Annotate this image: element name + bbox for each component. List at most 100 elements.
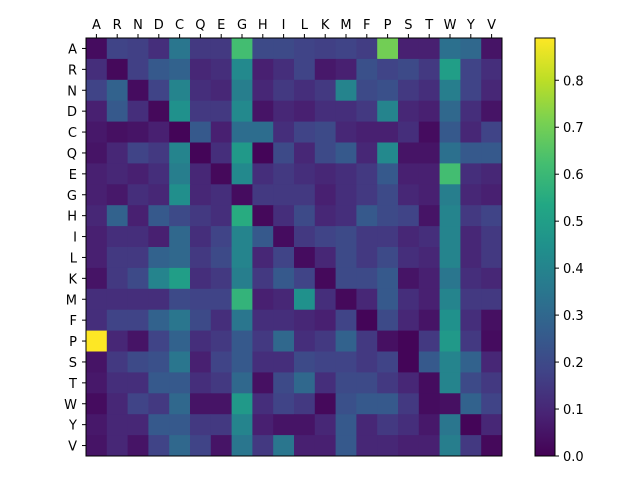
heatmap-cell-V-L <box>294 435 316 457</box>
heatmap-cell-F-P <box>377 309 399 332</box>
heatmap-cell-Y-V <box>481 414 503 436</box>
heatmap-cell-A-H <box>252 38 274 60</box>
colorbar-tick-label: 0.2 <box>563 356 584 371</box>
y-tick-label-K: K <box>68 272 77 287</box>
heatmap-cell-C-K <box>314 121 337 143</box>
heatmap-cell-I-D <box>148 226 170 248</box>
heatmap-cell-E-S <box>398 163 420 185</box>
heatmap-cell-D-F <box>356 100 378 123</box>
heatmap-cell-I-C <box>169 226 191 248</box>
heatmap-cell-Q-G <box>231 142 253 164</box>
heatmap-cell-H-Q <box>190 205 212 227</box>
heatmap-cell-D-Y <box>460 100 482 123</box>
heatmap-cell-V-I <box>273 435 295 457</box>
heatmap-cell-D-E <box>210 100 233 123</box>
heatmap-cell-V-T <box>418 435 441 457</box>
heatmap-cell-P-W <box>439 330 461 352</box>
heatmap-cell-K-T <box>418 267 441 290</box>
x-tick-label-N: N <box>133 18 143 33</box>
y-tick-label-V: V <box>68 440 77 455</box>
heatmap-cell-D-Q <box>190 100 212 123</box>
colorbar-tick-label: 0.8 <box>563 74 584 89</box>
heatmap-cell-D-H <box>252 100 274 123</box>
heatmap-cell-F-Y <box>460 309 482 332</box>
heatmap-cell-G-P <box>377 184 399 206</box>
heatmap-cell-E-P <box>377 163 399 185</box>
heatmap-cell-P-A <box>86 330 108 352</box>
heatmap-cell-M-F <box>356 288 378 311</box>
heatmap-cell-G-L <box>294 184 316 206</box>
heatmap-cell-K-A <box>86 267 108 290</box>
y-tick-label-C: C <box>68 126 77 141</box>
heatmap-cell-W-V <box>481 393 503 415</box>
y-tick-label-Y: Y <box>68 419 77 434</box>
heatmap-cell-R-A <box>86 58 108 81</box>
heatmap-cell-F-E <box>210 309 233 332</box>
heatmap-cell-H-C <box>169 205 191 227</box>
heatmap-cell-P-M <box>335 330 357 352</box>
y-tick-label-M: M <box>66 293 77 308</box>
heatmap-cell-T-V <box>481 372 503 394</box>
heatmap-cell-F-N <box>127 309 149 332</box>
heatmap-cell-I-L <box>294 226 316 248</box>
heatmap-cell-D-R <box>106 100 129 123</box>
heatmap-cell-R-R <box>106 58 129 81</box>
heatmap-cell-K-G <box>231 267 253 290</box>
heatmap-cell-P-N <box>127 330 149 352</box>
heatmap-cell-S-P <box>377 351 399 373</box>
heatmap-cell-N-F <box>356 79 378 102</box>
colorbar-tick-label: 0.1 <box>563 403 584 418</box>
heatmap-cell-Y-T <box>418 414 441 436</box>
heatmap-cell-I-Q <box>190 226 212 248</box>
heatmap-cell-Q-R <box>106 142 129 164</box>
x-tick-label-D: D <box>154 18 164 33</box>
heatmap-cell-R-F <box>356 58 378 81</box>
y-tick-label-P: P <box>69 335 77 350</box>
heatmap-cell-E-Y <box>460 163 482 185</box>
y-tick-label-H: H <box>67 210 77 225</box>
heatmap-cell-R-C <box>169 58 191 81</box>
heatmap-cell-E-Q <box>190 163 212 185</box>
heatmap-cell-K-F <box>356 267 378 290</box>
heatmap-cell-R-L <box>294 58 316 81</box>
y-tick-label-G: G <box>67 189 77 204</box>
heatmap-cell-L-R <box>106 247 129 269</box>
heatmap-cell-I-V <box>481 226 503 248</box>
heatmap-cell-P-I <box>273 330 295 352</box>
heatmap-cell-D-W <box>439 100 461 123</box>
heatmap-cell-Q-A <box>86 142 108 164</box>
heatmap-cell-L-Y <box>460 247 482 269</box>
heatmap-cell-T-I <box>273 372 295 394</box>
heatmap-cell-M-N <box>127 288 149 311</box>
heatmap-cell-T-S <box>398 372 420 394</box>
heatmap-cell-R-Q <box>190 58 212 81</box>
heatmap-cell-I-P <box>377 226 399 248</box>
heatmap-cell-H-E <box>210 205 233 227</box>
heatmap-cell-I-W <box>439 226 461 248</box>
x-tick-label-E: E <box>217 18 225 33</box>
heatmap-cell-S-H <box>252 351 274 373</box>
heatmap-cell-T-C <box>169 372 191 394</box>
heatmap-cell-P-T <box>418 330 441 352</box>
heatmap-cell-G-F <box>356 184 378 206</box>
heatmap-cell-D-I <box>273 100 295 123</box>
heatmap-cell-E-M <box>335 163 357 185</box>
heatmap-cell-R-V <box>481 58 503 81</box>
heatmap-cell-W-I <box>273 393 295 415</box>
heatmap-cell-S-Q <box>190 351 212 373</box>
heatmap-cell-W-W <box>439 393 461 415</box>
heatmap-cell-V-Q <box>190 435 212 457</box>
heatmap-cell-P-V <box>481 330 503 352</box>
heatmap-cell-I-E <box>210 226 233 248</box>
heatmap-cell-D-N <box>127 100 149 123</box>
heatmap-cell-M-E <box>210 288 233 311</box>
heatmap-cell-N-W <box>439 79 461 102</box>
heatmap-cell-M-Y <box>460 288 482 311</box>
heatmap-cell-Y-P <box>377 414 399 436</box>
heatmap-cell-C-D <box>148 121 170 143</box>
heatmap-cell-C-S <box>398 121 420 143</box>
heatmap-cell-I-A <box>86 226 108 248</box>
heatmap-cell-E-T <box>418 163 441 185</box>
heatmap-cell-E-W <box>439 163 461 185</box>
